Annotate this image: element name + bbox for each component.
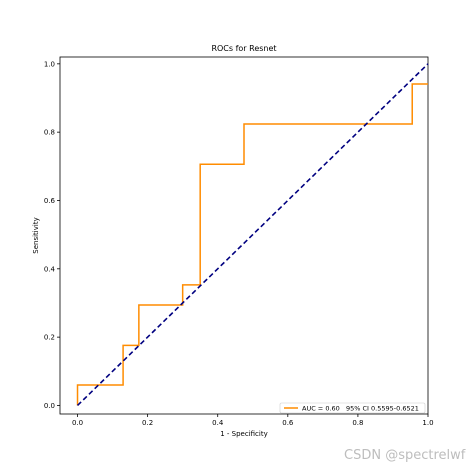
x-tick-label: 0.4 — [212, 419, 224, 427]
chart-title: ROCs for Resnet — [211, 44, 276, 53]
legend-label-roc: AUC = 0.60 95% CI 0.5595-0.6521 — [302, 404, 419, 412]
x-tick-label: 0.0 — [72, 419, 83, 427]
y-tick-label: 0.4 — [44, 265, 56, 273]
plot-frame — [59, 56, 429, 415]
y-tick-label: 0.8 — [44, 129, 55, 137]
x-tick-label: 0.6 — [282, 419, 294, 427]
y-tick-label: 0.6 — [44, 197, 56, 205]
x-axis: 0.0 0.2 0.4 0.6 0.8 1.0 — [72, 414, 434, 427]
y-tick-label: 0.2 — [44, 334, 55, 342]
x-axis-label: 1 - Specificity — [220, 430, 268, 438]
chance-diagonal-line — [76, 63, 429, 407]
y-axis-label: Sensitivity — [32, 217, 40, 253]
series-layer — [76, 63, 429, 407]
legend-box — [279, 402, 426, 414]
watermark: CSDN @spectrelwf — [344, 448, 466, 463]
y-axis: 0.0 0.2 0.4 0.6 0.8 1.0 — [44, 60, 60, 410]
x-tick-label: 1.0 — [422, 419, 433, 427]
y-tick-label: 1.0 — [44, 60, 55, 68]
y-tick-label: 0.0 — [44, 402, 55, 410]
legend: AUC = 0.60 95% CI 0.5595-0.6521 — [279, 402, 426, 414]
x-tick-label: 0.8 — [352, 419, 363, 427]
x-tick-label: 0.2 — [142, 419, 153, 427]
roc-curve-line — [76, 83, 428, 406]
